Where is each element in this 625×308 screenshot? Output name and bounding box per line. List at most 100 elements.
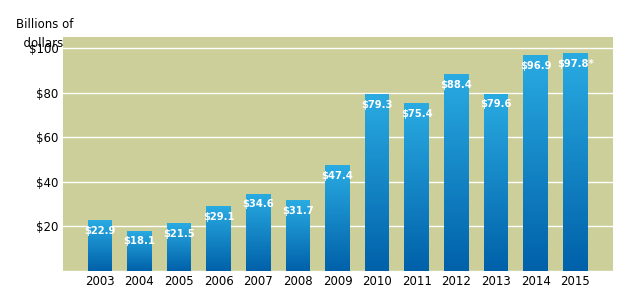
Bar [404, 175, 429, 176]
Bar [563, 118, 588, 120]
Bar [523, 103, 548, 104]
Bar [404, 166, 429, 167]
Bar [404, 201, 429, 203]
Bar [444, 208, 469, 209]
Bar [563, 243, 588, 245]
Bar [365, 143, 389, 144]
Bar [365, 213, 389, 214]
Bar [365, 192, 389, 193]
Bar [444, 233, 469, 234]
Bar [444, 220, 469, 221]
Bar [404, 188, 429, 189]
Bar [365, 236, 389, 237]
Bar [404, 131, 429, 132]
Bar [246, 253, 271, 254]
Bar [246, 268, 271, 269]
Bar [563, 130, 588, 132]
Bar [484, 261, 508, 263]
Bar [246, 231, 271, 232]
Bar [325, 231, 350, 232]
Bar [325, 172, 350, 173]
Bar [365, 141, 389, 143]
Bar [444, 225, 469, 226]
Bar [444, 174, 469, 175]
Bar [444, 180, 469, 182]
Bar [286, 264, 310, 265]
Bar [563, 229, 588, 230]
Bar [563, 246, 588, 248]
Bar [523, 98, 548, 100]
Bar [563, 148, 588, 149]
Bar [444, 134, 469, 136]
Bar [563, 111, 588, 113]
Bar [484, 124, 508, 126]
Bar [206, 218, 231, 219]
Bar [484, 270, 508, 271]
Bar [563, 101, 588, 103]
Bar [484, 163, 508, 164]
Bar [484, 149, 508, 150]
Bar [286, 209, 310, 210]
Bar [246, 225, 271, 226]
Bar [484, 94, 508, 95]
Bar [484, 232, 508, 233]
Bar [365, 225, 389, 226]
Bar [286, 255, 310, 256]
Bar [325, 206, 350, 207]
Bar [563, 197, 588, 198]
Bar [484, 233, 508, 234]
Bar [444, 236, 469, 237]
Bar [404, 216, 429, 217]
Bar [365, 252, 389, 253]
Bar [246, 251, 271, 252]
Bar [444, 145, 469, 146]
Bar [365, 193, 389, 194]
Bar [404, 119, 429, 120]
Bar [404, 241, 429, 242]
Bar [167, 243, 191, 244]
Bar [325, 224, 350, 225]
Bar [88, 246, 112, 247]
Bar [365, 198, 389, 199]
Bar [286, 218, 310, 219]
Bar [325, 179, 350, 180]
Bar [484, 264, 508, 265]
Bar [365, 220, 389, 221]
Bar [365, 246, 389, 247]
Bar [523, 201, 548, 202]
Bar [286, 232, 310, 233]
Bar [444, 204, 469, 205]
Bar [404, 251, 429, 252]
Bar [484, 142, 508, 143]
Bar [167, 237, 191, 238]
Bar [167, 263, 191, 264]
Bar [167, 232, 191, 233]
Bar [325, 237, 350, 238]
Bar [484, 147, 508, 148]
Bar [523, 233, 548, 235]
Text: Billions of: Billions of [16, 18, 73, 31]
Bar [484, 146, 508, 147]
Text: $34.6: $34.6 [242, 200, 274, 209]
Bar [206, 214, 231, 215]
Bar [523, 215, 548, 216]
Bar [523, 186, 548, 188]
Bar [88, 257, 112, 258]
Bar [523, 239, 548, 241]
Bar [523, 231, 548, 232]
Bar [404, 268, 429, 269]
Bar [563, 203, 588, 204]
Bar [365, 158, 389, 159]
Bar [484, 188, 508, 189]
Bar [484, 119, 508, 120]
Bar [563, 124, 588, 126]
Bar [246, 215, 271, 216]
Bar [444, 164, 469, 166]
Bar [206, 256, 231, 257]
Bar [325, 168, 350, 169]
Bar [246, 262, 271, 263]
Bar [206, 230, 231, 231]
Bar [365, 134, 389, 136]
Bar [286, 244, 310, 245]
Bar [404, 113, 429, 114]
